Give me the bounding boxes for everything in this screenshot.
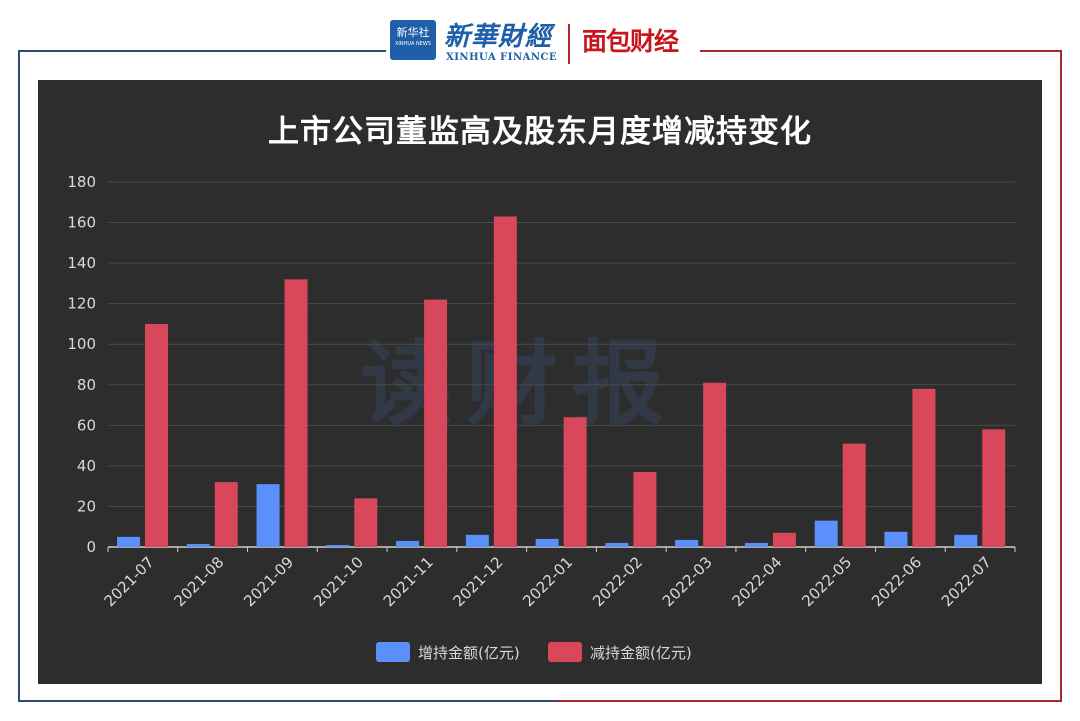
xinhua-news-logo-text: 新华社 [396,26,430,39]
bar-increase-2021-07 [117,536,140,547]
bar-decrease-2021-12 [493,216,517,547]
bar-decrease-2022-07 [982,429,1006,547]
y-tick-label: 120 [67,295,96,313]
bar-decrease-2022-03 [703,382,727,547]
x-tick-label: 2021-10 [310,553,367,610]
x-tick-label: 2022-06 [868,553,925,610]
frame-line-right [1060,50,1062,702]
frame-line-bottom-right [558,700,1062,702]
bar-increase-2022-06 [884,531,908,547]
frame-line-left [18,50,20,702]
x-tick-label: 2021-12 [450,553,507,610]
chart-title: 上市公司董监高及股东月度增减持变化 [268,114,812,150]
x-tick-label: 2022-02 [589,553,646,610]
mianbao-caijing-logo: 面包财经 [582,27,679,56]
bar-increase-2022-02 [605,542,629,547]
x-tick-label: 2022-04 [729,553,786,610]
x-tick-label: 2022-05 [798,553,855,610]
y-tick-label: 60 [77,416,96,434]
legend-label-increase: 增持金额(亿元) [418,644,520,662]
xinhua-news-logo-sub: XINHUA NEWS [394,41,432,47]
bar-increase-2021-08 [186,543,210,547]
xinhua-finance-logo: 新華財經 [444,22,553,52]
legend-swatch-decrease [548,642,582,662]
y-tick-label: 0 [86,538,96,556]
x-tick-label: 2021-09 [240,553,297,610]
bar-decrease-2021-11 [424,299,448,547]
bar-increase-2021-10 [326,544,350,547]
chart-panel [38,80,1042,684]
y-tick-label: 40 [77,457,96,475]
bar-decrease-2022-05 [842,443,866,547]
bar-increase-2022-03 [675,539,699,547]
bar-decrease-2021-10 [354,498,378,547]
bar-increase-2022-01 [535,538,559,547]
bar-increase-2021-11 [396,540,420,547]
logo-divider [568,24,570,64]
bar-decrease-2022-01 [563,417,587,547]
bar-decrease-2022-06 [912,388,936,547]
x-tick-label: 2022-07 [938,553,995,610]
frame-line-bottom-left [18,700,558,702]
bar-increase-2021-12 [465,534,489,547]
x-tick-label: 2021-11 [380,553,437,610]
y-tick-label: 80 [77,376,96,394]
y-tick-label: 140 [67,254,96,272]
frame-line-top-left [18,50,386,52]
bar-decrease-2022-04 [772,532,796,547]
legend-label-decrease: 减持金额(亿元) [590,644,692,662]
bar-decrease-2021-09 [284,279,308,547]
x-tick-label: 2022-01 [519,553,576,610]
xinhua-news-logo: 新华社 XINHUA NEWS [390,20,436,60]
bar-increase-2022-07 [954,534,978,547]
x-tick-label: 2021-07 [101,553,158,610]
frame-line-top-right [700,50,1062,52]
y-tick-label: 180 [67,173,96,191]
bar-increase-2022-04 [744,542,768,547]
bar-decrease-2022-02 [633,471,657,547]
x-tick-label: 2022-03 [659,553,716,610]
y-tick-label: 160 [67,214,96,232]
y-tick-label: 20 [77,497,96,515]
legend-swatch-increase [376,642,410,662]
bar-increase-2021-09 [256,484,280,547]
xinhua-finance-logo-en: XINHUA FINANCE [446,52,558,63]
y-tick-label: 100 [67,335,96,353]
bar-decrease-2021-08 [214,482,238,547]
bar-increase-2022-05 [814,520,838,547]
x-tick-label: 2021-08 [170,553,227,610]
bar-decrease-2021-07 [145,323,168,547]
